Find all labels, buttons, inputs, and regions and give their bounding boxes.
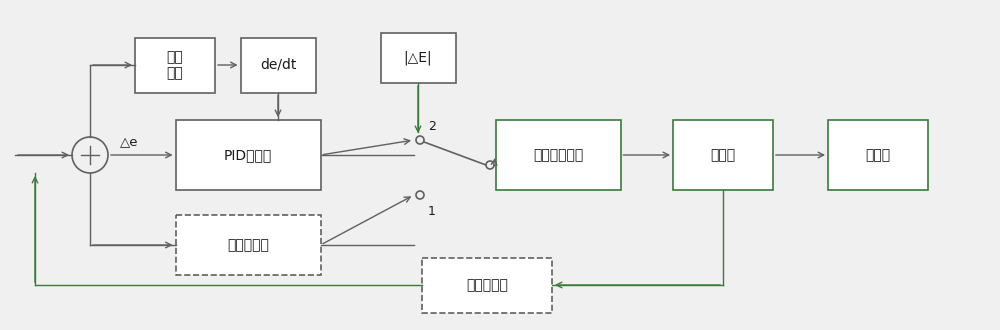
Text: 制动缸: 制动缸 [865,148,891,162]
Text: 压力传感器: 压力传感器 [466,278,508,292]
Bar [240,38,316,92]
Text: 中继阀: 中继阀 [710,148,736,162]
Bar [673,120,773,190]
Text: |△E|: |△E| [404,51,432,65]
Bar [176,120,320,190]
Bar [496,120,620,190]
Text: 冲动
限制: 冲动 限制 [167,50,183,80]
Bar [422,257,552,313]
Text: △e: △e [120,137,138,149]
Bar [828,120,928,190]
Bar [135,38,215,92]
Text: 1: 1 [428,205,436,218]
Text: 快充控制器: 快充控制器 [227,238,269,252]
Text: 充排气电磁阀: 充排气电磁阀 [533,148,583,162]
Bar [380,33,456,83]
Text: de/dt: de/dt [260,58,296,72]
Text: PID控制器: PID控制器 [224,148,272,162]
Text: 2: 2 [428,120,436,133]
Bar [176,215,320,275]
